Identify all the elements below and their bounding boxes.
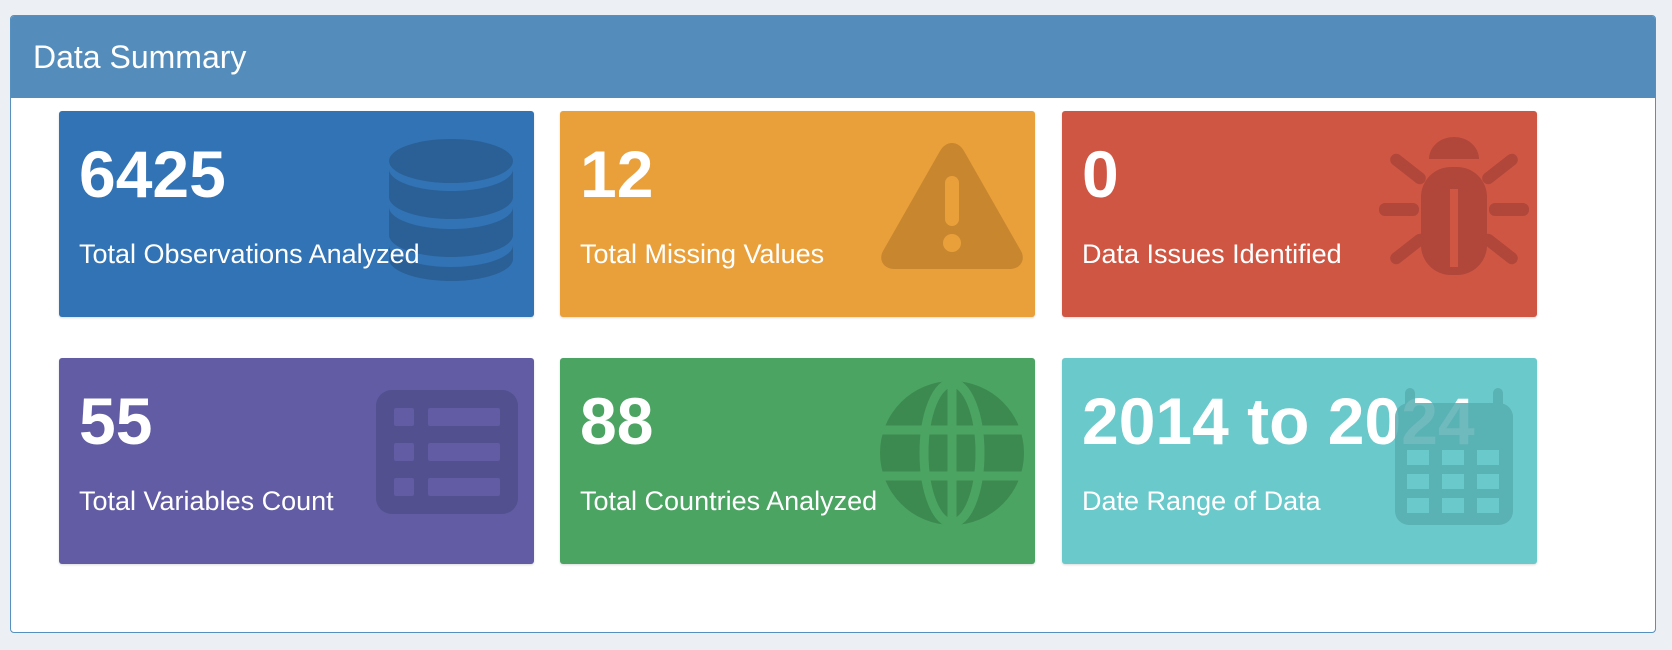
value-box-countries: 88 Total Countries Analyzed xyxy=(560,358,1035,564)
value-box-variables: 55 Total Variables Count xyxy=(59,358,534,564)
bug-icon xyxy=(1379,131,1529,281)
box-value: 55 xyxy=(79,384,153,458)
box-label: Date Range of Data xyxy=(1082,486,1321,516)
box-value: 0 xyxy=(1082,137,1119,211)
box-value: 6425 xyxy=(79,137,226,211)
globe-icon xyxy=(877,378,1027,528)
list-icon xyxy=(376,378,526,528)
warning-icon xyxy=(877,131,1027,281)
panel-title: Data Summary xyxy=(33,38,247,75)
box-label: Data Issues Identified xyxy=(1082,239,1342,269)
value-box-missing: 12 Total Missing Values xyxy=(560,111,1035,317)
panel-header: Data Summary xyxy=(11,16,1655,98)
database-icon xyxy=(376,131,526,281)
box-value: 12 xyxy=(580,137,654,211)
box-label: Total Missing Values xyxy=(580,239,825,269)
box-label: Total Countries Analyzed xyxy=(580,486,878,516)
value-box-issues: 0 Data Issues Identified xyxy=(1062,111,1537,317)
box-value: 88 xyxy=(580,384,654,458)
box-label: Total Observations Analyzed xyxy=(79,239,420,269)
data-summary-panel: Data Summary 6425 Total Observations Ana… xyxy=(10,15,1656,633)
box-label: Total Variables Count xyxy=(79,486,334,516)
calendar-icon xyxy=(1379,378,1529,528)
value-box-date-range: 2014 to 2024 Date Range of Data xyxy=(1062,358,1537,564)
value-box-observations: 6425 Total Observations Analyzed xyxy=(59,111,534,317)
